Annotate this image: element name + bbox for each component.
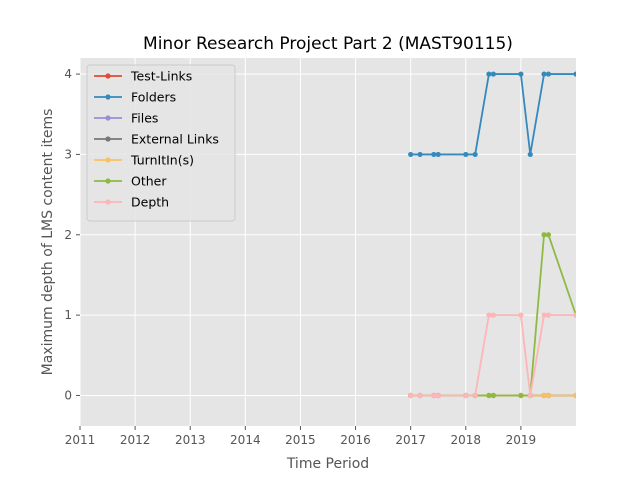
series-folders <box>408 71 576 158</box>
data-point-other <box>490 392 496 399</box>
data-point-folders <box>463 151 469 158</box>
legend-label: Files <box>131 111 158 126</box>
data-point-depth <box>408 392 414 399</box>
x-tick-label: 2017 <box>395 433 426 447</box>
legend-marker <box>105 157 111 163</box>
data-point-folders <box>490 71 496 77</box>
legend-label: Other <box>131 174 167 189</box>
data-point-depth <box>431 392 437 399</box>
data-point-depth <box>527 392 533 399</box>
legend-marker <box>105 94 111 100</box>
data-point-depth <box>490 312 496 318</box>
data-point-other <box>541 232 547 238</box>
data-point-folders <box>545 71 552 77</box>
data-point-turnitin-s <box>541 392 547 399</box>
legend-marker <box>105 136 111 142</box>
x-tick-label: 2011 <box>65 433 96 447</box>
data-point-folders <box>541 71 547 77</box>
data-point-turnitin-s <box>573 392 576 399</box>
legend-label: Folders <box>131 90 176 105</box>
x-tick-label: 2019 <box>506 433 537 447</box>
data-point-other <box>486 392 492 399</box>
data-point-folders <box>472 151 478 158</box>
legend-label: External Links <box>131 132 219 147</box>
x-axis-ticks: 2011 2012 2013 2014 2015 2016 2017 2018 2019 <box>65 426 536 447</box>
legend-item-test-links: Test-Links <box>94 69 192 84</box>
data-point-folders <box>431 151 437 158</box>
x-tick-label: 2016 <box>340 433 371 447</box>
data-point-folders <box>417 151 423 158</box>
legend-item-folders: Folders <box>94 90 176 105</box>
x-tick-label: 2013 <box>175 433 206 447</box>
data-point-depth <box>573 312 576 318</box>
legend-label: TurnItIn(s) <box>130 153 194 168</box>
data-point-folders <box>435 151 441 158</box>
data-point-other <box>518 392 524 399</box>
legend-label: Depth <box>131 195 169 210</box>
data-point-other <box>545 232 552 238</box>
y-tick-label: 4 <box>64 67 72 81</box>
legend-box <box>86 64 236 222</box>
data-point-depth <box>417 392 423 399</box>
series-depth <box>408 312 576 399</box>
x-tick-label: 2012 <box>120 433 151 447</box>
y-tick-label: 2 <box>64 228 72 242</box>
data-point-folders <box>486 71 492 77</box>
y-axis-label: Maximum depth of LMS content items <box>40 109 56 376</box>
y-axis-ticks: 0 1 2 3 4 <box>64 67 80 402</box>
data-point-depth <box>472 392 478 399</box>
y-tick-label: 3 <box>64 147 72 161</box>
legend-marker <box>105 73 111 79</box>
x-tick-label: 2014 <box>230 433 261 447</box>
legend-marker <box>105 199 111 205</box>
y-tick-label: 1 <box>64 308 72 322</box>
legend-item-turnitin-s: TurnItIn(s) <box>94 153 194 168</box>
legend-item-other: Other <box>94 174 167 189</box>
x-tick-label: 2018 <box>451 433 482 447</box>
data-point-turnitin-s <box>545 392 552 399</box>
legend-label: Test-Links <box>130 69 192 84</box>
data-point-depth <box>545 312 552 318</box>
y-tick-label: 0 <box>64 388 72 402</box>
chart-title: Minor Research Project Part 2 (MAST90115… <box>143 34 513 54</box>
legend-marker <box>105 178 111 184</box>
data-point-folders <box>518 71 524 77</box>
x-axis-label: Time Period <box>286 456 369 472</box>
legend-marker <box>105 115 111 121</box>
data-point-depth <box>518 312 524 318</box>
series <box>408 71 576 399</box>
legend-item-external-links: External Links <box>94 132 219 147</box>
data-point-folders <box>573 71 576 77</box>
data-point-depth <box>486 312 492 318</box>
data-point-depth <box>541 312 547 318</box>
data-point-depth <box>435 392 441 399</box>
data-point-folders <box>527 151 533 158</box>
data-point-folders <box>408 151 414 158</box>
x-tick-label: 2015 <box>285 433 316 447</box>
data-point-depth <box>463 392 469 399</box>
legend-item-files: Files <box>94 111 158 126</box>
legend-item-depth: Depth <box>94 195 169 210</box>
legend: Test-Links Folders Files External Links Turn… <box>86 64 236 222</box>
